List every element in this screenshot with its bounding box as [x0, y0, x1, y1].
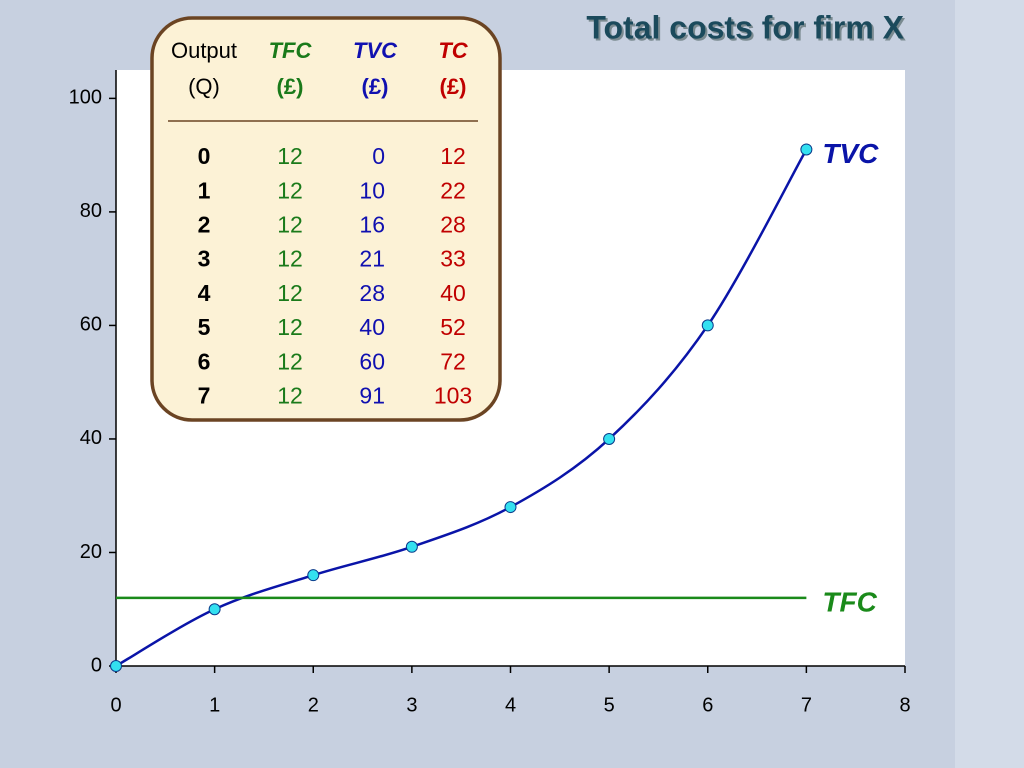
table-cell: 6	[198, 348, 211, 374]
table-cell: 28	[359, 280, 385, 306]
point	[603, 432, 616, 445]
table-header: (£)	[440, 74, 467, 99]
table-cell: 2	[198, 211, 211, 237]
point	[504, 501, 517, 514]
table-box	[150, 16, 502, 422]
table-cell: 0	[372, 143, 385, 169]
table-cell: 12	[277, 246, 303, 272]
table-header: TVC	[353, 38, 398, 63]
y-tick-label: 20	[80, 541, 102, 563]
table-header: TFC	[269, 38, 313, 63]
table-cell: 5	[198, 314, 211, 340]
point	[208, 603, 221, 616]
table-cell: 28	[440, 211, 466, 237]
point	[405, 540, 418, 553]
point	[110, 660, 122, 672]
title-shadow: Total costs for firm X	[588, 11, 906, 47]
table-header: Output	[171, 38, 237, 63]
side-panel	[955, 0, 1024, 768]
table-cell: 12	[440, 143, 466, 169]
table-header: TC	[438, 38, 468, 63]
table-cell: 1	[198, 177, 211, 203]
table-cell: 103	[434, 382, 472, 408]
point	[307, 569, 320, 582]
table-cell: 16	[359, 211, 385, 237]
x-tick-label: 6	[702, 694, 713, 716]
table-header: (£)	[277, 74, 304, 99]
table-cell: 3	[198, 246, 211, 272]
x-tick-label: 0	[110, 694, 121, 716]
table-cell: 12	[277, 143, 303, 169]
point	[701, 319, 714, 332]
table-cell: 12	[277, 382, 303, 408]
table-cell: 21	[359, 246, 385, 272]
x-tick-label: 3	[406, 694, 417, 716]
table-cell: 33	[440, 246, 466, 272]
series-label: TVC	[822, 138, 879, 169]
point	[800, 143, 813, 156]
table-cell: 12	[277, 211, 303, 237]
y-tick-label: 0	[91, 654, 102, 676]
table-cell: 10	[359, 177, 385, 203]
table-header: (£)	[362, 74, 389, 99]
table-cell: 7	[198, 382, 211, 408]
chart-title: Total costs for firm X	[586, 9, 904, 45]
table-cell: 52	[440, 314, 466, 340]
x-tick-label: 1	[209, 694, 220, 716]
table-cell: 12	[277, 177, 303, 203]
table-cell: 22	[440, 177, 466, 203]
table-cell: 40	[359, 314, 385, 340]
y-tick-label: 100	[69, 87, 102, 109]
table-cell: 0	[198, 143, 211, 169]
x-tick-label: 8	[899, 694, 910, 716]
table-cell: 72	[440, 348, 466, 374]
y-tick-label: 60	[80, 314, 102, 336]
x-tick-label: 4	[505, 694, 516, 716]
x-tick-label: 7	[801, 694, 812, 716]
table-cell: 60	[359, 348, 385, 374]
table-cell: 12	[277, 280, 303, 306]
x-tick-label: 5	[604, 694, 615, 716]
table-cell: 12	[277, 348, 303, 374]
table-cell: 12	[277, 314, 303, 340]
x-tick-label: 2	[308, 694, 319, 716]
table-cell: 4	[198, 280, 211, 306]
y-tick-label: 40	[80, 427, 102, 449]
series-label: TFC	[822, 586, 877, 617]
table-cell: 40	[440, 280, 466, 306]
table-header: (Q)	[188, 74, 220, 99]
table-cell: 91	[359, 382, 385, 408]
y-tick-label: 80	[80, 200, 102, 222]
